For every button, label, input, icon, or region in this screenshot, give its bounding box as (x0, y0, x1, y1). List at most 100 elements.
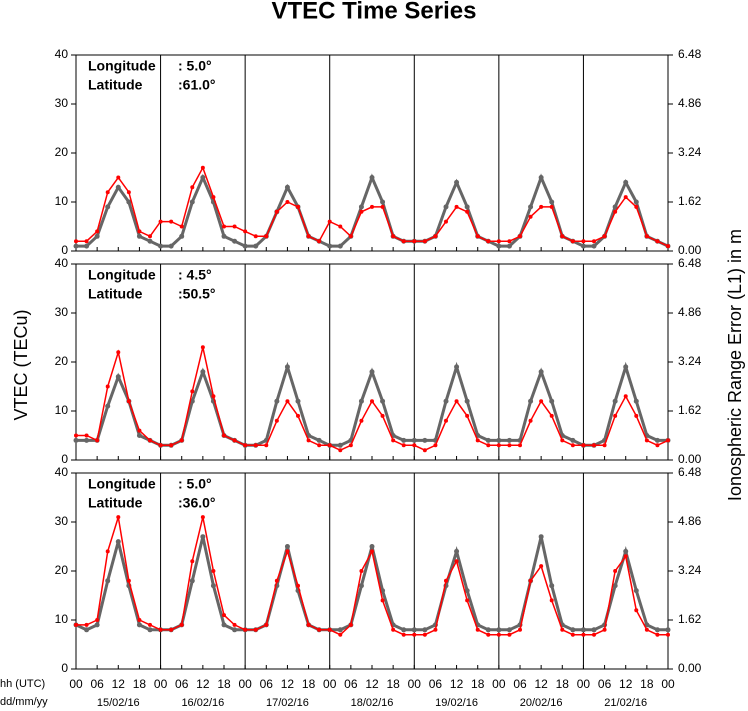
data-point (538, 369, 544, 375)
data-point (169, 219, 174, 224)
annotation-label: Latitude (88, 286, 143, 302)
data-point (200, 165, 205, 170)
data-point (148, 622, 152, 627)
data-point (136, 433, 142, 438)
data-point (549, 398, 555, 404)
data-point (496, 243, 502, 249)
x-tick-label: 06 (344, 677, 358, 691)
data-point (222, 224, 226, 229)
data-point (126, 399, 131, 404)
series-line (76, 361, 668, 447)
data-point (580, 627, 586, 633)
data-point (486, 443, 491, 448)
data-point (317, 239, 322, 244)
y2-tick-label: 6.48 (678, 465, 702, 479)
x-tick-label: 12 (196, 677, 210, 691)
data-point (126, 199, 132, 205)
data-point (264, 234, 269, 239)
data-point (496, 239, 501, 244)
data-point (296, 583, 300, 588)
data-point (232, 627, 238, 633)
data-point (422, 448, 427, 453)
y2-tick-label: 0.00 (678, 661, 702, 675)
data-point (253, 234, 258, 239)
data-point (211, 394, 216, 399)
data-point (633, 588, 639, 594)
data-point (116, 515, 121, 520)
data-point (570, 239, 575, 244)
data-point (232, 224, 237, 229)
annotation-label: Longitude (88, 267, 156, 283)
data-point (84, 243, 90, 249)
y2-tick-label: 3.24 (678, 145, 702, 159)
data-point (348, 443, 353, 448)
data-point (401, 443, 406, 448)
data-point (401, 239, 406, 244)
data-point (380, 199, 386, 205)
data-point (317, 627, 322, 632)
data-point (380, 413, 385, 418)
y2-tick-label: 0.00 (678, 452, 702, 466)
y-tick-label: 20 (55, 354, 69, 368)
x-tick-label: 12 (281, 677, 295, 691)
data-point (549, 199, 555, 205)
data-point (306, 234, 311, 239)
data-point (613, 569, 618, 573)
x-date-label: 20/02/16 (520, 697, 563, 709)
series-line (76, 173, 669, 248)
data-point (666, 244, 670, 249)
data-point (380, 204, 385, 209)
data-point (666, 632, 670, 637)
annotation-value: : 5.0° (178, 476, 212, 492)
data-point (433, 443, 438, 448)
data-point (274, 418, 279, 423)
data-point (158, 219, 163, 224)
data-point (105, 204, 111, 210)
data-point (222, 433, 226, 438)
data-point (444, 219, 448, 224)
x-date-label: 18/02/16 (351, 697, 394, 709)
y-tick-label: 20 (55, 563, 69, 577)
data-point (370, 549, 374, 554)
y-tick-label: 10 (55, 194, 69, 208)
data-point (454, 399, 459, 404)
data-point (169, 443, 174, 448)
data-point (158, 627, 163, 632)
data-point (475, 438, 480, 443)
data-point (137, 618, 142, 622)
data-point (147, 627, 153, 633)
data-point (370, 204, 374, 209)
panel-frame (75, 472, 669, 670)
data-point (464, 398, 470, 404)
data-point (592, 443, 596, 448)
data-point (210, 583, 216, 589)
data-point (644, 627, 649, 632)
annotation-value: :61.0° (178, 77, 216, 93)
x-tick-label: 06 (513, 677, 527, 691)
data-point (296, 204, 300, 209)
y2-axis-label: Ionospheric Range Error (L1) in m (725, 229, 745, 501)
data-point (581, 239, 586, 244)
data-point (518, 627, 522, 632)
data-point (348, 622, 353, 627)
data-point (623, 394, 628, 399)
data-point (327, 243, 333, 249)
data-point (444, 578, 448, 583)
x-tick-label: 18 (217, 677, 231, 691)
data-point (285, 549, 290, 554)
y-axis-label: VTEC (TECu) (11, 309, 31, 420)
y2-tick-label: 4.86 (678, 96, 702, 110)
data-point (591, 243, 597, 249)
x-tick-label: 00 (577, 677, 591, 691)
data-point (115, 539, 121, 545)
data-point (179, 438, 184, 443)
annotation-label: Longitude (88, 58, 156, 74)
data-point (623, 554, 628, 559)
data-point (316, 437, 322, 443)
data-point (253, 443, 258, 448)
data-point (633, 398, 639, 404)
x-tick-label: 18 (133, 677, 147, 691)
annotation-label: Longitude (88, 476, 156, 492)
data-point (158, 243, 164, 249)
data-point (613, 209, 618, 214)
